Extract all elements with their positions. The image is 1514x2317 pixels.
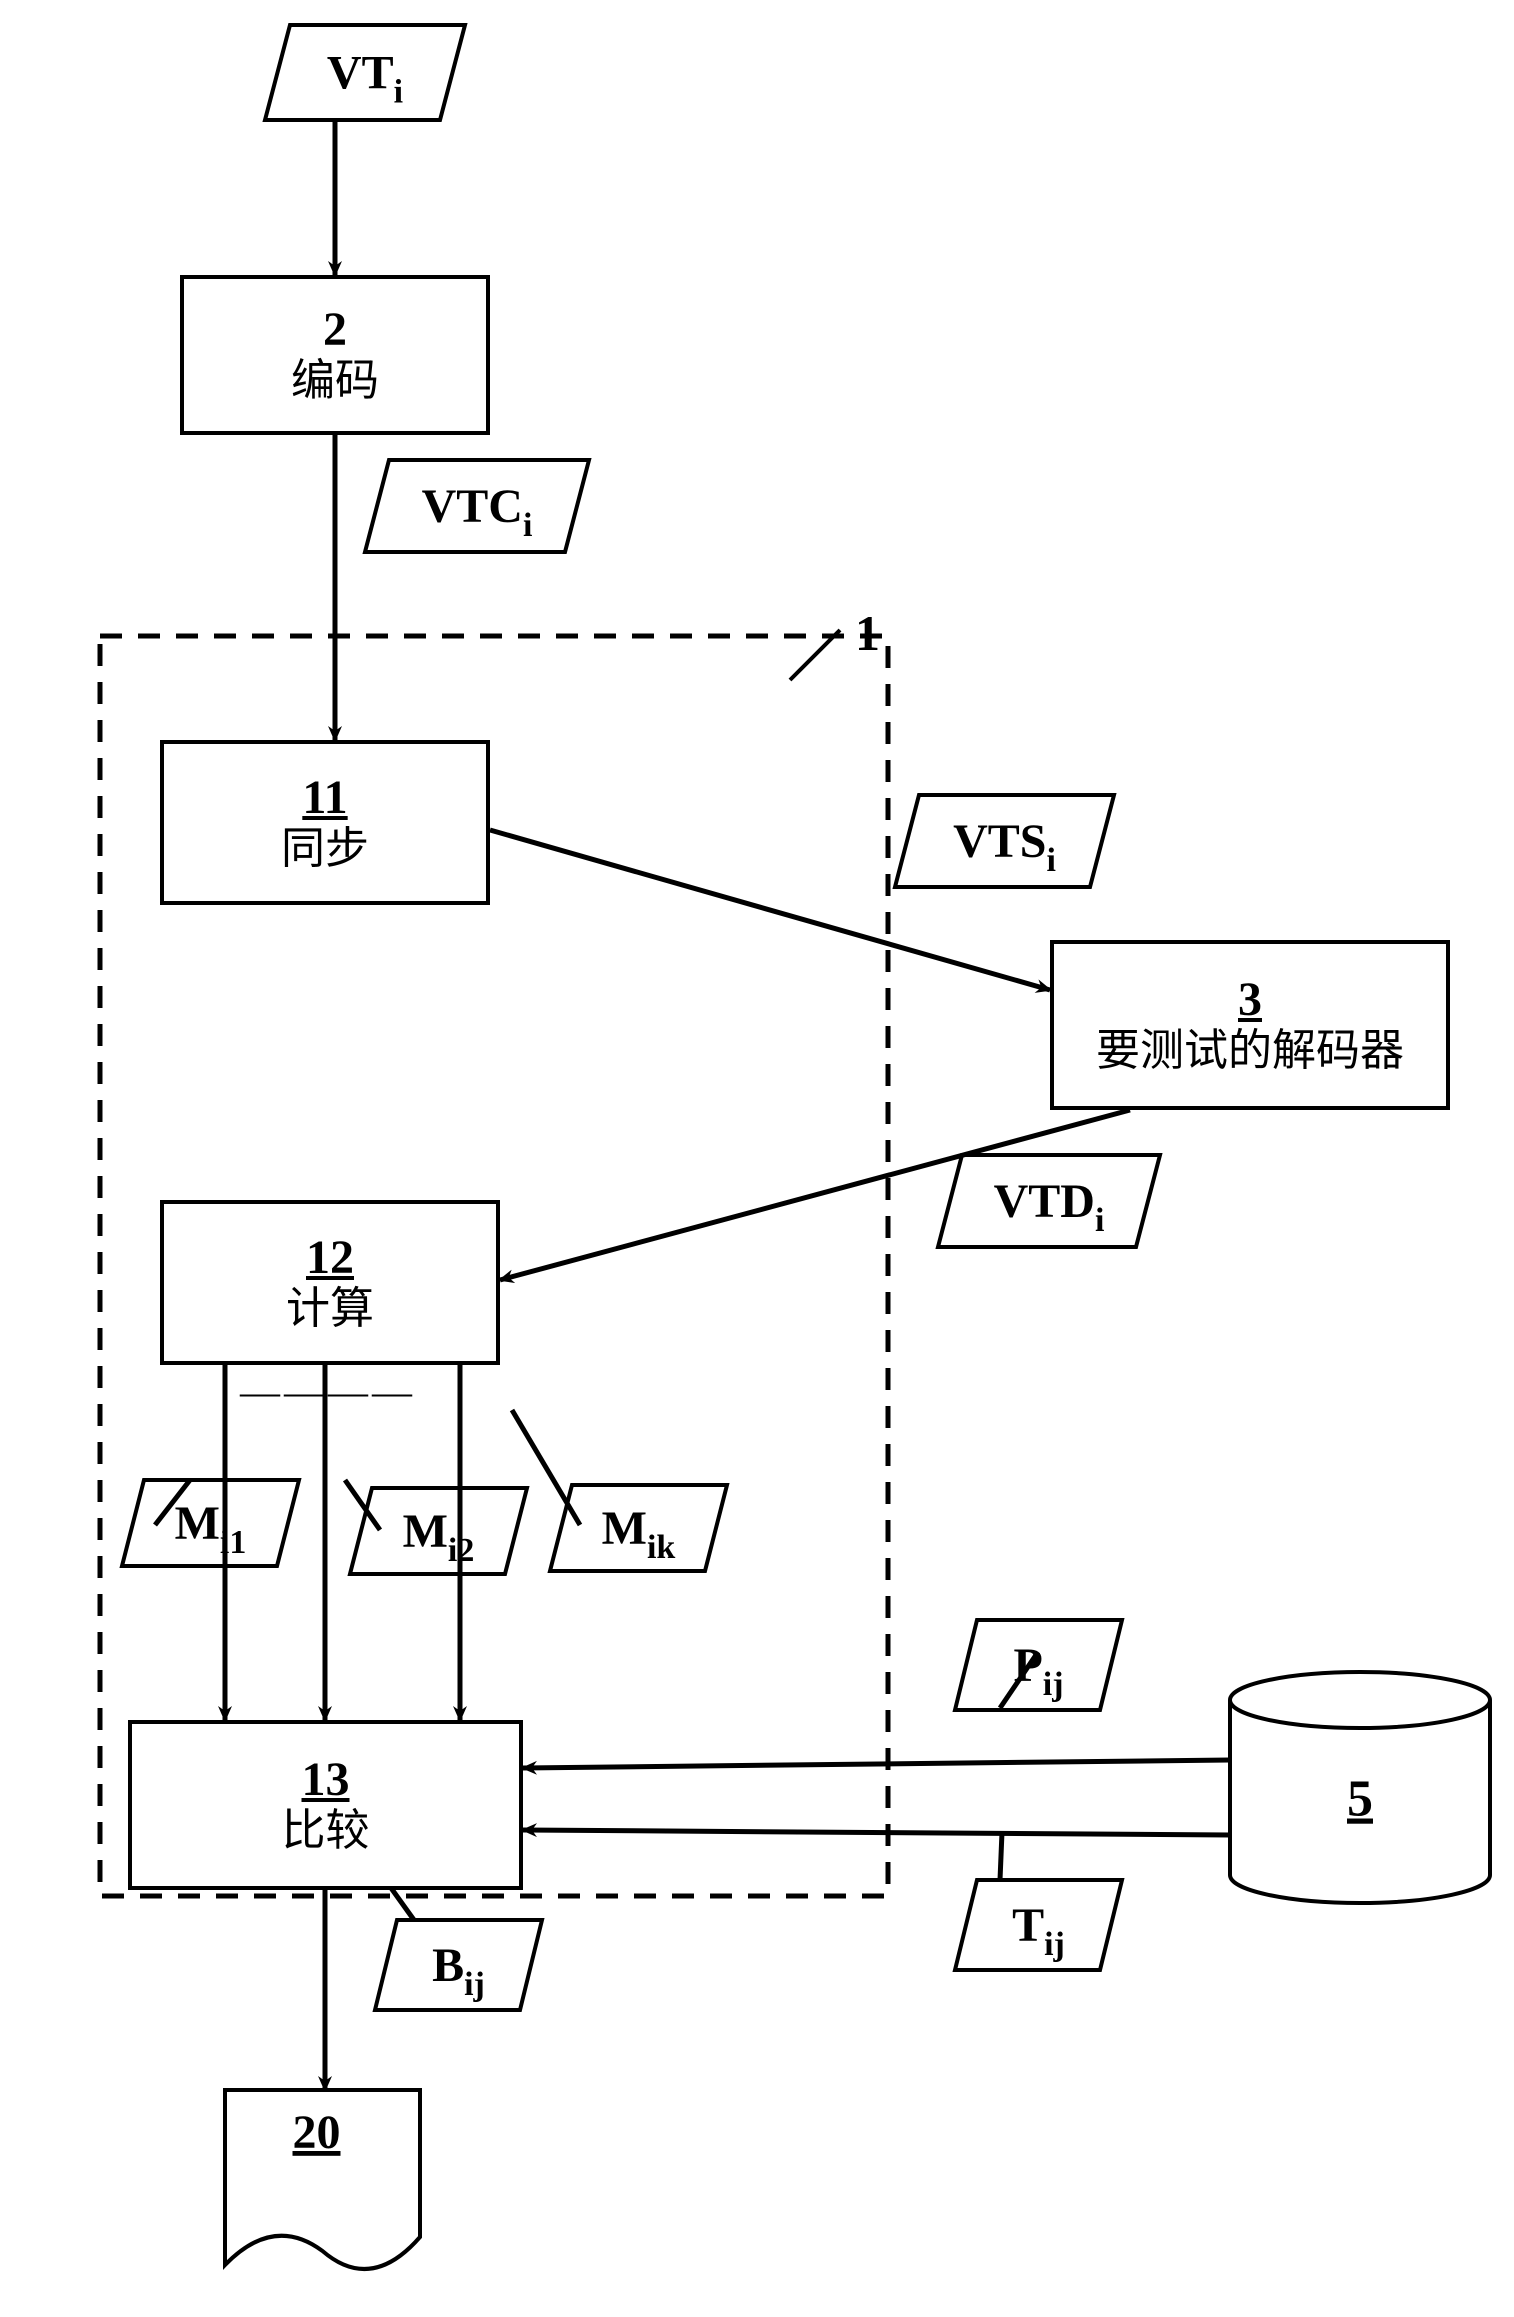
process-label: 同步 [281,825,369,873]
process-num: 12 [306,1232,354,1285]
process-label: 编码 [291,357,379,405]
svg-text:20: 20 [293,2106,341,2159]
process-13: 13比较 [128,1720,523,1890]
process-num: 11 [302,772,347,825]
process-num: 3 [1238,974,1262,1027]
process-2: 2编码 [180,275,490,435]
svg-text:1: 1 [855,605,880,661]
process-11: 11同步 [160,740,490,905]
svg-text:5: 5 [1347,1771,1373,1828]
process-num: 13 [302,1754,350,1807]
process-12: 12计算 [160,1200,500,1365]
process-3: 3要测试的解码器 [1050,940,1450,1110]
process-label: 要测试的解码器 [1096,1027,1404,1075]
process-num: 2 [323,304,347,357]
process-label: 计算 [286,1285,374,1333]
process-label: 比较 [282,1807,370,1855]
